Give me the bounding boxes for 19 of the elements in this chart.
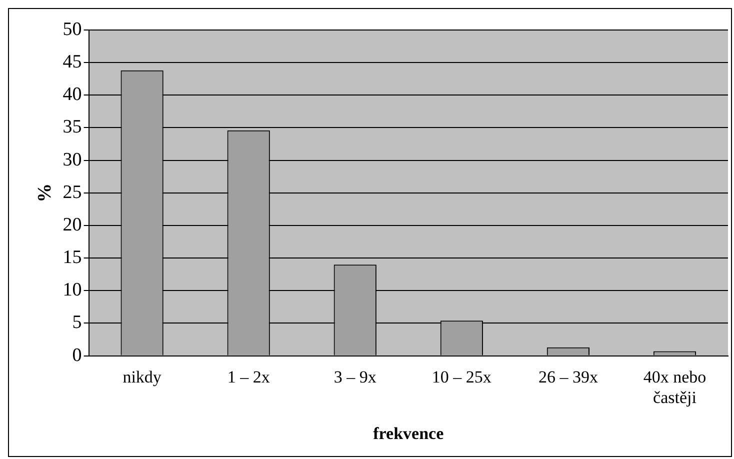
y-tick-label: 35 [62, 116, 82, 138]
y-tick-label: 5 [72, 312, 82, 334]
y-tick-label: 0 [72, 344, 82, 366]
x-tick-label: 40x nebo častěji [643, 367, 706, 407]
x-axis-title: frekvence [373, 424, 444, 444]
y-tick-label: 40 [62, 84, 82, 106]
x-tick-label: 10 – 25x [432, 367, 492, 386]
y-tick-label: 50 [62, 18, 82, 40]
y-tick-label: 45 [62, 52, 82, 73]
y-tick-label: 15 [62, 247, 82, 268]
x-tick-label: 3 – 9x [334, 367, 377, 386]
x-tick-label: 1 – 2x [227, 367, 270, 386]
y-tick-label: 20 [62, 214, 82, 236]
y-axis-title: % [34, 183, 56, 202]
x-tick-label: nikdy [122, 367, 162, 386]
y-tick-label: 10 [62, 280, 82, 301]
x-tick-label: 26 – 39x [538, 367, 598, 386]
y-tick-label: 30 [62, 149, 82, 170]
y-tick-label: 25 [62, 182, 82, 203]
